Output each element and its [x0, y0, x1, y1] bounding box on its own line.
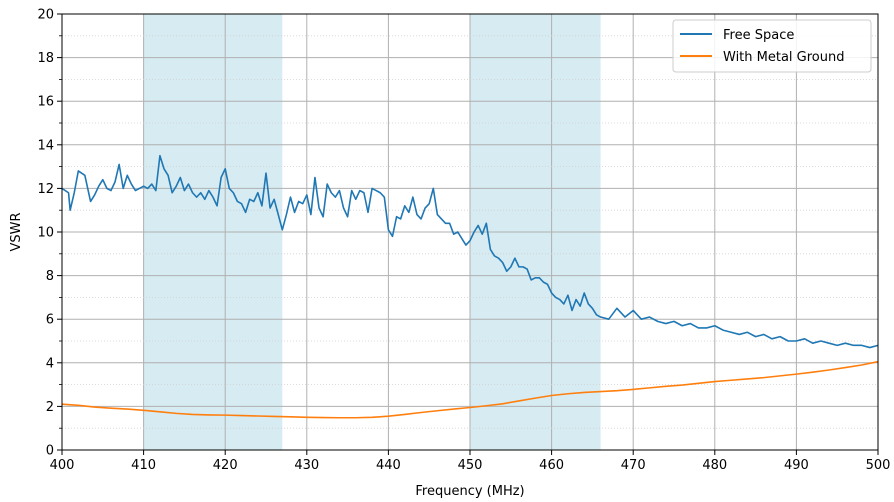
y-axis-ticks: 0 2 4 6 8 10 12 14 16 18 20: [37, 8, 62, 459]
legend-label-metal-ground: With Metal Ground: [723, 50, 845, 65]
x-axis-ticks: 400 410 420 430 440 450 460 470 480 490 500: [50, 450, 891, 473]
x-tick-label: 430: [294, 458, 319, 473]
y-tick-label: 4: [46, 356, 54, 371]
y-tick-label: 10: [37, 226, 54, 241]
x-tick-label: 460: [539, 458, 564, 473]
x-tick-label: 450: [458, 458, 483, 473]
x-axis-label: Frequency (MHz): [415, 484, 524, 499]
legend: Free Space With Metal Ground: [672, 19, 872, 73]
y-tick-label: 16: [37, 95, 54, 110]
x-tick-label: 480: [702, 458, 727, 473]
legend-box: [672, 19, 872, 73]
y-tick-label: 2: [46, 400, 54, 415]
x-tick-label: 410: [131, 458, 156, 473]
y-tick-label: 14: [37, 138, 54, 153]
x-tick-label: 500: [866, 458, 891, 473]
legend-label-free-space: Free Space: [723, 28, 794, 43]
series-lines: [61, 154, 879, 419]
x-tick-label: 470: [621, 458, 646, 473]
x-tick-label: 400: [50, 458, 75, 473]
y-tick-label: 18: [37, 51, 54, 66]
y-tick-label: 12: [37, 182, 54, 197]
series-line-metal-ground: [61, 360, 879, 419]
x-tick-label: 490: [784, 458, 809, 473]
series-line-free-space: [61, 154, 879, 349]
y-tick-label: 0: [46, 444, 54, 459]
y-tick-label: 8: [46, 269, 54, 284]
x-tick-label: 420: [213, 458, 238, 473]
y-tick-label: 20: [37, 8, 54, 23]
y-axis-label: VSWR: [9, 212, 24, 251]
x-tick-label: 440: [376, 458, 401, 473]
y-tick-label: 6: [46, 313, 54, 328]
